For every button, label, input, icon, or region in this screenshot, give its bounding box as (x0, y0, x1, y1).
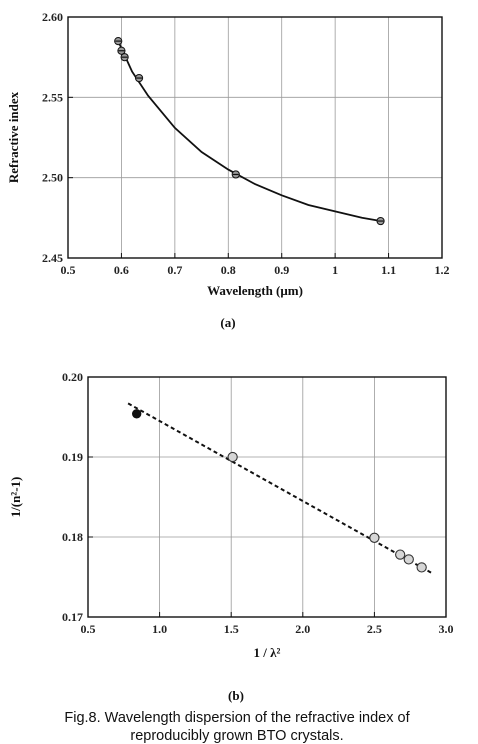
x-tick-label: 1.0 (152, 622, 167, 636)
dispersion-curve (117, 40, 381, 222)
x-tick-label: 3.0 (439, 622, 454, 636)
y-tick-label: 0.20 (62, 370, 83, 384)
x-tick-label: 2.0 (295, 622, 310, 636)
y-axis-title: Refractive index (6, 91, 21, 183)
data-point-filled (131, 409, 142, 419)
y-tick-label: 2.45 (42, 251, 63, 265)
x-axis-title: Wavelength (μm) (207, 283, 303, 298)
y-axis-title: 1/(n²-1) (8, 477, 23, 518)
caption-line-2: reproducibly grown BTO crystals. (130, 728, 343, 744)
plot-frame (67, 16, 443, 259)
y-tick-label: 2.60 (42, 10, 63, 24)
y-tick-label: 0.19 (62, 450, 83, 464)
panel-b: 0.5 1.0 1.5 2.0 2.5 3.0 0.17 0.18 0.19 0.20 1 / λ²… (8, 370, 454, 660)
x-tick-label: 1 (332, 263, 338, 277)
x-tick-label: 0.6 (114, 263, 129, 277)
data-point-open (369, 532, 380, 543)
panel-a-label: (a) (220, 315, 235, 330)
x-tick-label: 0.9 (274, 263, 289, 277)
y-tick-label: 0.17 (62, 610, 83, 624)
y-tick-label: 2.50 (42, 171, 63, 185)
y-tick-label: 2.55 (42, 90, 63, 104)
data-point-open (227, 451, 238, 463)
x-tick-label: 1.1 (381, 263, 396, 277)
panel-b-label: (b) (228, 688, 244, 703)
data-point-open (403, 554, 414, 565)
x-tick-label: 0.5 (81, 622, 96, 636)
x-tick-label: 0.7 (167, 263, 182, 277)
caption-line-1: Fig.8. Wavelength dispersion of the refr… (64, 710, 410, 726)
x-tick-label: 2.5 (367, 622, 382, 636)
data-point-open (416, 562, 427, 573)
plot-frame (87, 376, 447, 618)
panel-a: 0.5 0.6 0.7 0.8 0.9 1 1.1 1.2 2.45 2.50 2.55 2.60 Wa… (6, 10, 450, 298)
x-tick-label: 0.5 (61, 263, 76, 277)
x-axis-title: 1 / λ² (254, 645, 281, 660)
data-point-open (395, 549, 406, 560)
y-tick-label: 0.18 (62, 530, 83, 544)
x-tick-label: 1.5 (224, 622, 239, 636)
x-tick-label: 0.8 (221, 263, 236, 277)
x-tick-label: 1.2 (435, 263, 450, 277)
fit-line (127, 402, 433, 574)
